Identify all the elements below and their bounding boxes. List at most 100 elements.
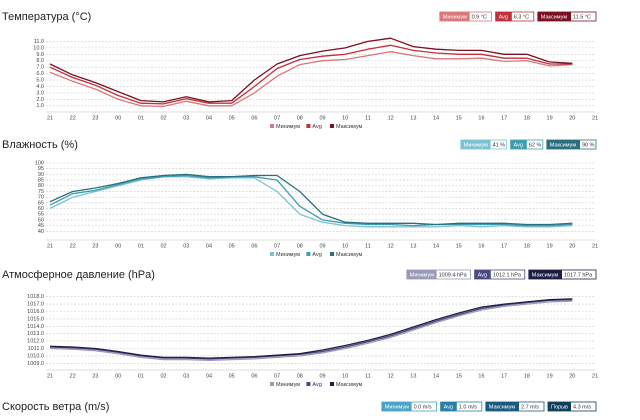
x-tick-label: 15 [456,115,462,121]
x-tick-label: 01 [138,373,144,379]
x-tick-label: 05 [229,373,235,379]
x-tick-label: 16 [478,243,484,249]
badge-key [510,140,527,149]
y-tick-label: 1011.0 [28,346,44,352]
badge-key [495,12,512,21]
x-tick-label: 04 [206,243,212,249]
x-tick-label: 13 [410,115,416,121]
x-tick-label: 22 [70,373,76,379]
x-tick-label: 12 [388,373,394,379]
x-tick-label: 21 [47,373,53,379]
badge-key [474,270,491,279]
x-tick-label: 06 [251,115,257,121]
x-tick-label: 10 [342,243,348,249]
y-tick-label: 8.0 [36,58,44,64]
badge-value: 4.3 m/s [573,404,591,410]
badge-value: 41 % [493,142,506,148]
legend-label: Avg [312,382,321,388]
legend-swatch [306,382,311,386]
badge-value: 62 % [529,142,542,148]
y-tick-label: 11.0 [34,39,44,45]
x-tick-label: 08 [297,373,303,379]
badge-value: 2.7 m/s [521,404,539,410]
y-tick-label: 1.0 [36,103,44,109]
x-tick-label: 23 [92,115,98,121]
badge-key [406,270,437,279]
series-line [49,173,573,226]
y-tick-label: 95 [38,166,44,172]
x-tick-label: 20 [569,115,575,121]
legend-swatch [330,382,334,386]
badge-name: Максимум [532,272,559,278]
badge-name: Минимум [410,272,434,278]
badge-value: 0.0 m/s [414,404,432,410]
chart-title: Влажность (%) [2,139,78,151]
y-tick-label: 9.0 [36,52,44,58]
legend-label: Avg [312,252,321,258]
y-tick-label: 3.0 [36,90,44,96]
x-tick-label: 15 [456,243,462,249]
y-tick-label: 50 [38,217,44,223]
x-tick-label: 23 [92,373,98,379]
y-tick-label: 1015.0 [27,316,44,322]
legend-label: Максимум [336,124,363,130]
y-tick-label: 1012.0 [27,339,44,345]
series-line [49,51,573,108]
badge-key [381,402,412,411]
badge-value: 1012.1 hPa [493,272,522,278]
x-tick-label: 03 [183,373,189,379]
y-tick-label: 2.0 [36,97,44,103]
x-tick-label: 07 [274,373,280,379]
chart-title: Атмосферное давление (hPa) [2,269,155,281]
series-line [49,176,573,228]
y-tick-label: 85 [38,178,44,184]
y-tick-label: 1010.0 [27,353,44,359]
badge-key [528,270,562,279]
y-tick-label: 80 [38,183,44,189]
badge-name: Минимум [443,14,467,20]
y-tick-label: 45 [38,223,44,229]
x-tick-label: 01 [138,115,144,121]
y-tick-label: 1017.0 [27,302,44,308]
x-tick-label: 03 [183,115,189,121]
x-tick-label: 17 [501,115,507,121]
x-tick-label: 00 [115,243,121,249]
x-tick-label: 03 [183,243,189,249]
badge-value: 1.0 m/s [459,404,477,410]
y-tick-label: 4.0 [36,84,44,90]
y-tick-label: 70 [38,195,44,201]
x-tick-label: 21 [47,243,53,249]
x-tick-label: 18 [524,115,530,121]
legend-swatch [270,124,274,128]
x-tick-label: 14 [433,243,439,249]
series-line [49,37,573,103]
x-tick-label: 10 [342,373,348,379]
badge-name: Минимум [464,142,488,148]
legend-swatch [330,124,334,128]
series-line [49,298,573,359]
y-tick-label: 1016.0 [27,309,44,315]
x-tick-label: 09 [319,115,325,121]
x-tick-label: 00 [115,115,121,121]
badge-key [546,140,580,149]
x-tick-label: 01 [138,243,144,249]
x-tick-label: 16 [478,115,484,121]
badge-key [439,12,470,21]
x-tick-label: 04 [206,115,212,121]
badge-key [548,402,571,411]
badge-name: Avg [499,14,508,20]
x-tick-label: 21 [592,373,598,379]
x-tick-label: 11 [365,115,371,121]
badge-name: Максимум [541,14,568,20]
badge-name: Avg [478,272,487,278]
x-tick-label: 09 [319,243,325,249]
chart-title: Температура (°C) [2,11,91,23]
x-tick-label: 08 [297,115,303,121]
x-tick-label: 05 [229,243,235,249]
badge-name: Максимум [489,404,516,410]
y-tick-label: 5.0 [36,77,44,83]
x-tick-label: 14 [433,115,439,121]
x-tick-label: 23 [92,243,98,249]
x-tick-label: 21 [47,115,53,121]
badge-value: 90 % [582,142,595,148]
